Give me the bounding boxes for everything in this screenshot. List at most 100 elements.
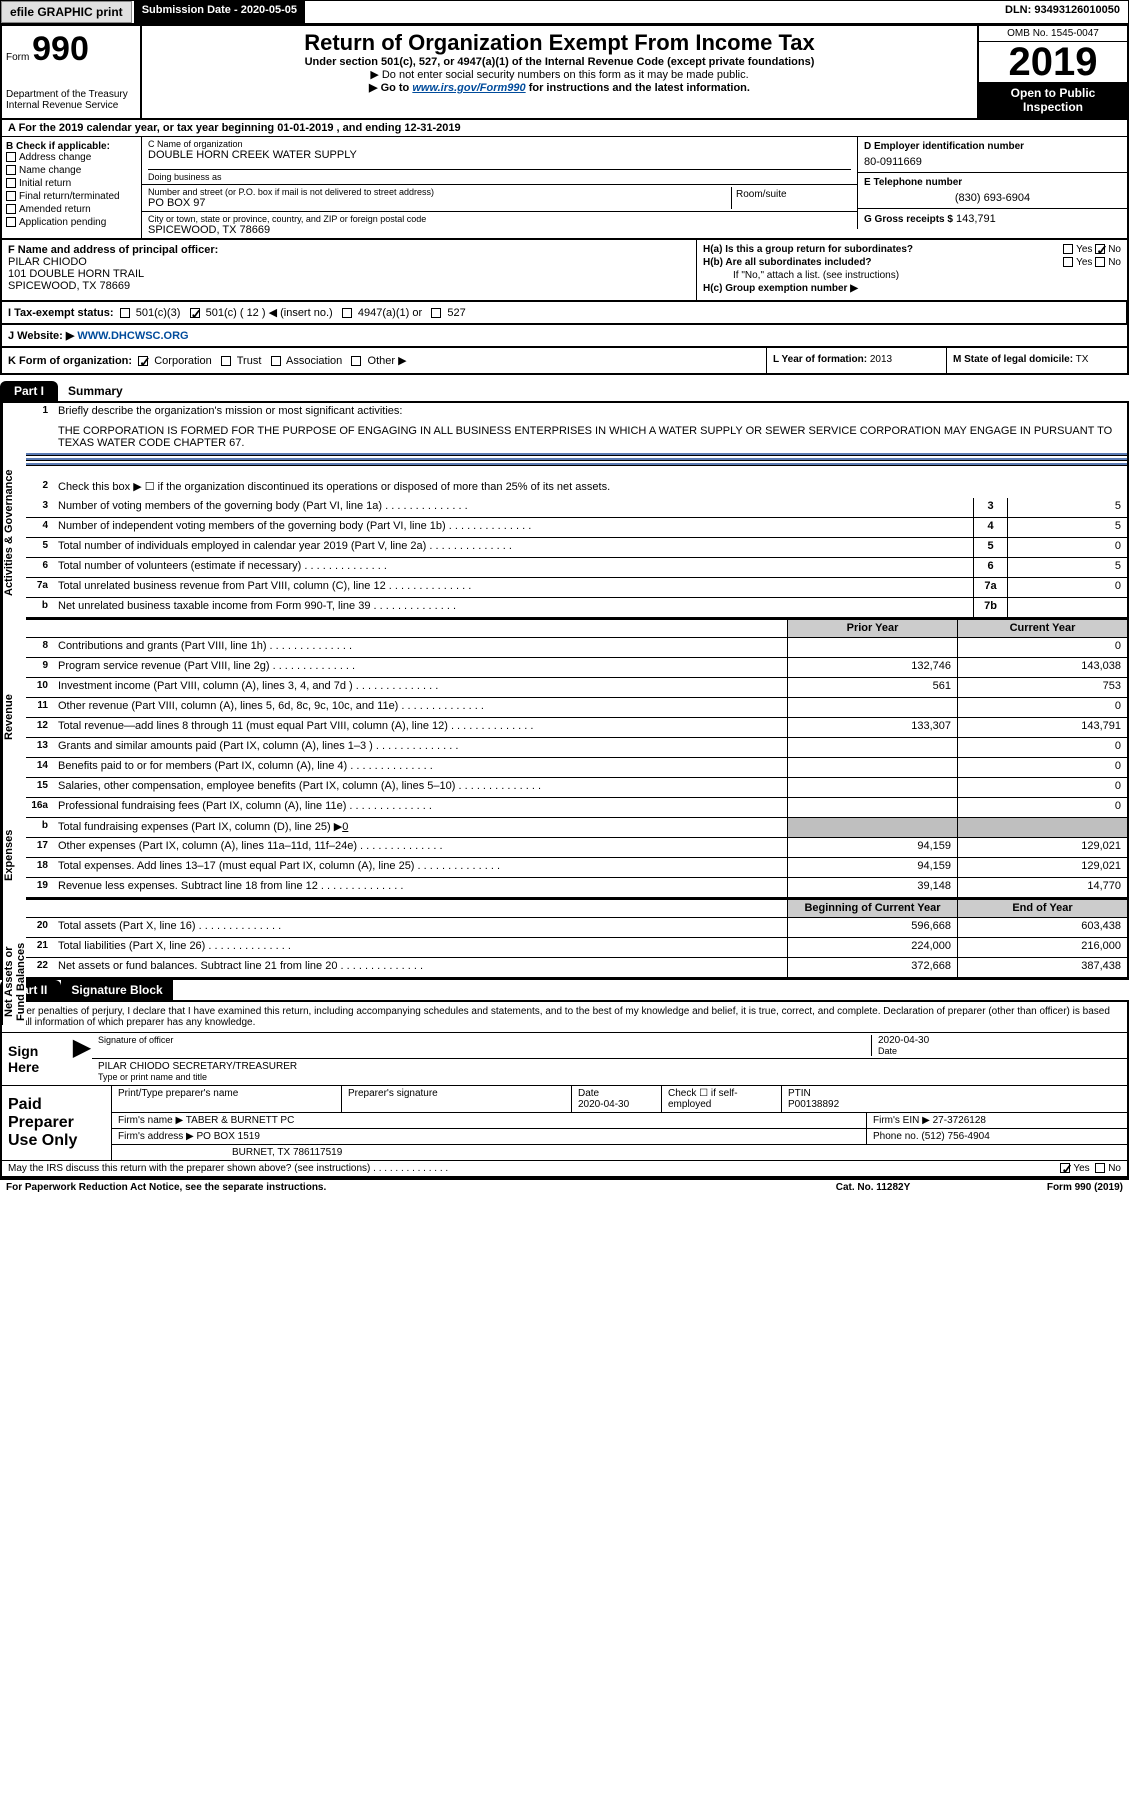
- arrow-icon: ▶: [72, 1033, 92, 1085]
- blueline: [26, 458, 1127, 461]
- submission-date: Submission Date - 2020-05-05: [134, 1, 305, 23]
- dln-label: DLN: 93493126010050: [997, 1, 1128, 23]
- line-20: 20Total assets (Part X, line 16)596,6686…: [26, 918, 1127, 938]
- side-expenses: Expenses: [2, 771, 26, 939]
- gross-receipts-value: 143,791: [956, 213, 996, 225]
- part2-header: Part II Signature Block: [0, 980, 1129, 1000]
- room-suite-label: Room/suite: [731, 187, 851, 209]
- sub3-pre: ▶ Go to: [369, 82, 412, 94]
- street-label: Number and street (or P.O. box if mail i…: [148, 187, 731, 197]
- line-7a: 7aTotal unrelated business revenue from …: [26, 578, 1127, 598]
- toolbar-spacer: [305, 1, 997, 23]
- calendar-year-row: A For the 2019 calendar year, or tax yea…: [0, 120, 1129, 137]
- ein-cell: D Employer identification number 80-0911…: [857, 137, 1127, 173]
- section-f-h: F Name and address of principal officer:…: [0, 240, 1129, 302]
- section-i: I Tax-exempt status: 501(c)(3) 501(c) ( …: [0, 302, 1129, 325]
- form-subtitle-2: ▶ Do not enter social security numbers o…: [152, 68, 967, 81]
- line-22: 22Net assets or fund balances. Subtract …: [26, 958, 1127, 978]
- principal-officer: F Name and address of principal officer:…: [2, 240, 697, 300]
- blueline: [26, 463, 1127, 466]
- website-label: J Website: ▶: [8, 330, 74, 342]
- dba-label: Doing business as: [148, 169, 851, 182]
- side-revenue: Revenue: [2, 663, 26, 771]
- ein-label: D Employer identification number: [864, 141, 1121, 152]
- officer-signature-line: Signature of officer 2020-04-30Date: [92, 1033, 1127, 1059]
- ha-line: H(a) Is this a group return for subordin…: [703, 244, 1121, 255]
- col-d-e-g: D Employer identification number 80-0911…: [857, 137, 1127, 238]
- header-middle: Return of Organization Exempt From Incom…: [142, 26, 977, 118]
- cb-address-change[interactable]: Address change: [6, 152, 137, 163]
- irs-link[interactable]: www.irs.gov/Form990: [412, 82, 525, 94]
- sign-here-label: Sign Here: [2, 1033, 72, 1085]
- year-of-formation: L Year of formation: 2013: [767, 348, 947, 373]
- firm-addr-row: Firm's address ▶ PO BOX 1519 Phone no. (…: [112, 1129, 1127, 1145]
- form-subtitle-1: Under section 501(c), 527, or 4947(a)(1)…: [152, 56, 967, 68]
- open-to-public: Open to Public Inspection: [979, 82, 1127, 118]
- line-8: 8Contributions and grants (Part VIII, li…: [26, 638, 1127, 658]
- line-11: 11Other revenue (Part VIII, column (A), …: [26, 698, 1127, 718]
- line-9: 9Program service revenue (Part VIII, lin…: [26, 658, 1127, 678]
- cb-final-return[interactable]: Final return/terminated: [6, 191, 137, 202]
- year-header-row: Prior Year Current Year: [26, 618, 1127, 638]
- section-k-l-m: K Form of organization: Corporation Trus…: [0, 348, 1129, 375]
- header-right: OMB No. 1545-0047 2019 Open to Public In…: [977, 26, 1127, 118]
- preparer-row1: Print/Type preparer's name Preparer's si…: [112, 1086, 1127, 1113]
- form-number: 990: [32, 30, 89, 68]
- state-of-domicile: M State of legal domicile: TX: [947, 348, 1127, 373]
- part1-header: Part I Summary: [0, 381, 1129, 401]
- efile-print-button[interactable]: efile GRAPHIC print: [1, 1, 132, 23]
- cb-application-pending[interactable]: Application pending: [6, 217, 137, 228]
- line-21: 21Total liabilities (Part X, line 26)224…: [26, 938, 1127, 958]
- cb-amended-return[interactable]: Amended return: [6, 204, 137, 215]
- tax-exempt-status: I Tax-exempt status: 501(c)(3) 501(c) ( …: [2, 302, 1127, 323]
- part2-title: Signature Block: [61, 980, 172, 1000]
- line-b: bNet unrelated business taxable income f…: [26, 598, 1127, 618]
- city-cell: City or town, state or province, country…: [142, 212, 857, 238]
- ein-value: 80-0911669: [864, 152, 1121, 168]
- cb-initial-return[interactable]: Initial return: [6, 178, 137, 189]
- firm-addr-row2: BURNET, TX 786117519: [112, 1145, 1127, 1160]
- f-label: F Name and address of principal officer:: [8, 244, 690, 256]
- phone-label: E Telephone number: [864, 177, 1121, 188]
- org-name-cell: C Name of organization DOUBLE HORN CREEK…: [142, 137, 857, 185]
- website-value[interactable]: WWW.DHCWSC.ORG: [77, 330, 188, 342]
- line-1-answer: THE CORPORATION IS FORMED FOR THE PURPOS…: [26, 423, 1127, 451]
- form-header: Form 990 Department of the Treasury Inte…: [0, 24, 1129, 120]
- balance-header-row: Beginning of Current Year End of Year: [26, 898, 1127, 918]
- header-left: Form 990 Department of the Treasury Inte…: [2, 26, 142, 118]
- line-16a: 16aProfessional fundraising fees (Part I…: [26, 798, 1127, 818]
- firm-name-row: Firm's name ▶ TABER & BURNETT PC Firm's …: [112, 1113, 1127, 1129]
- officer-addr1: 101 DOUBLE HORN TRAIL: [8, 268, 690, 280]
- b-header: B Check if applicable:: [6, 141, 137, 152]
- gross-receipts-cell: G Gross receipts $ 143,791: [857, 209, 1127, 229]
- blueline: [26, 453, 1127, 456]
- discuss-row: May the IRS discuss this return with the…: [2, 1160, 1127, 1176]
- top-toolbar: efile GRAPHIC print Submission Date - 20…: [0, 0, 1129, 24]
- tax-year: 2019: [979, 42, 1127, 82]
- officer-addr2: SPICEWOOD, TX 78669: [8, 280, 690, 292]
- section-j-website: J Website: ▶ WWW.DHCWSC.ORG: [0, 325, 1129, 348]
- org-name-value: DOUBLE HORN CREEK WATER SUPPLY: [148, 149, 851, 161]
- paid-preparer-label: Paid Preparer Use Only: [2, 1086, 112, 1160]
- form-word: Form: [6, 52, 29, 63]
- line-12: 12Total revenue—add lines 8 through 11 (…: [26, 718, 1127, 738]
- part1-body: Activities & Governance Revenue Expenses…: [0, 401, 1129, 980]
- org-name-label: C Name of organization: [148, 139, 851, 149]
- page-footer: For Paperwork Reduction Act Notice, see …: [0, 1178, 1129, 1195]
- footer-left: For Paperwork Reduction Act Notice, see …: [6, 1182, 773, 1193]
- line-18: 18Total expenses. Add lines 13–17 (must …: [26, 858, 1127, 878]
- gross-receipts-label: G Gross receipts $: [864, 214, 953, 225]
- line-2: 2 Check this box ▶ ☐ if the organization…: [26, 478, 1127, 498]
- eoy-hdr: End of Year: [957, 900, 1127, 917]
- cb-name-change[interactable]: Name change: [6, 165, 137, 176]
- hb-line: H(b) Are all subordinates included? Yes …: [703, 257, 1121, 268]
- line-10: 10Investment income (Part VIII, column (…: [26, 678, 1127, 698]
- paid-preparer-block: Paid Preparer Use Only Print/Type prepar…: [2, 1085, 1127, 1160]
- footer-right: Form 990 (2019): [973, 1182, 1123, 1193]
- line-1: 1 Briefly describe the organization's mi…: [26, 403, 1127, 423]
- line-17: 17Other expenses (Part IX, column (A), l…: [26, 838, 1127, 858]
- current-year-hdr: Current Year: [957, 620, 1127, 637]
- line-19: 19Revenue less expenses. Subtract line 1…: [26, 878, 1127, 898]
- dept-treasury: Department of the Treasury Internal Reve…: [6, 89, 136, 111]
- line-16b: b Total fundraising expenses (Part IX, c…: [26, 818, 1127, 838]
